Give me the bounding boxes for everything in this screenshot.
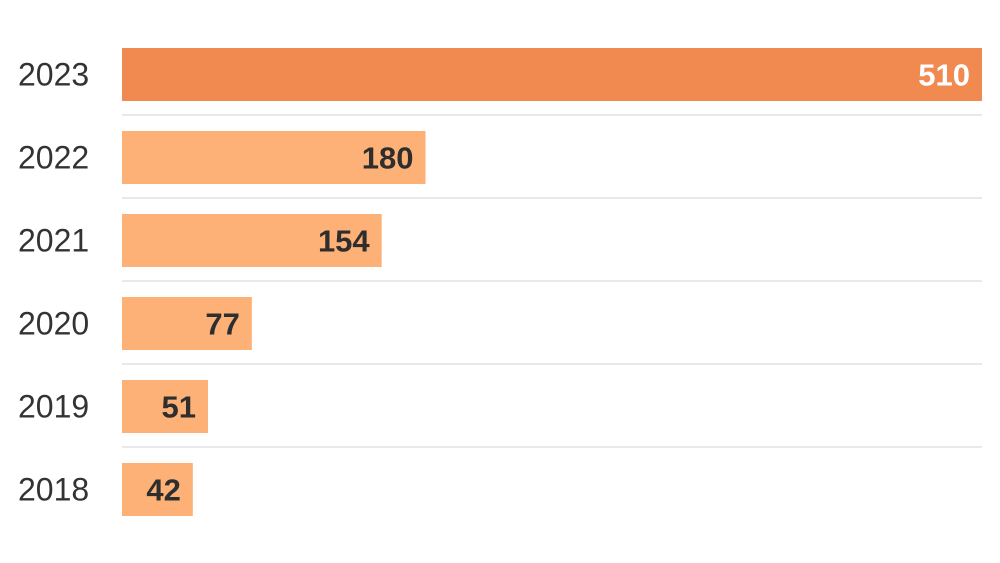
labels: 2023 510 2022 180 2021 154 2020 77 2019 51 2018 42 <box>18 57 970 508</box>
category-label-2023: 2023 <box>18 57 89 93</box>
bar-2020 <box>122 297 252 350</box>
bars <box>122 48 982 516</box>
category-label-2021: 2021 <box>18 223 89 259</box>
bar-2018 <box>122 463 193 516</box>
category-label-2018: 2018 <box>18 472 89 508</box>
category-label-2022: 2022 <box>18 140 89 176</box>
value-label-2018: 42 <box>146 473 180 508</box>
separator-lines <box>122 114 982 448</box>
value-label-2019: 51 <box>162 390 196 425</box>
value-label-2020: 77 <box>205 307 239 342</box>
value-label-2023: 510 <box>918 58 970 93</box>
category-label-2020: 2020 <box>18 306 89 342</box>
value-label-2021: 154 <box>318 224 370 259</box>
value-label-2022: 180 <box>362 141 414 176</box>
bar-2023 <box>122 48 982 101</box>
bar-2019 <box>122 380 208 433</box>
bar-2022 <box>122 131 426 184</box>
category-label-2019: 2019 <box>18 389 89 425</box>
bar-2021 <box>122 214 382 267</box>
